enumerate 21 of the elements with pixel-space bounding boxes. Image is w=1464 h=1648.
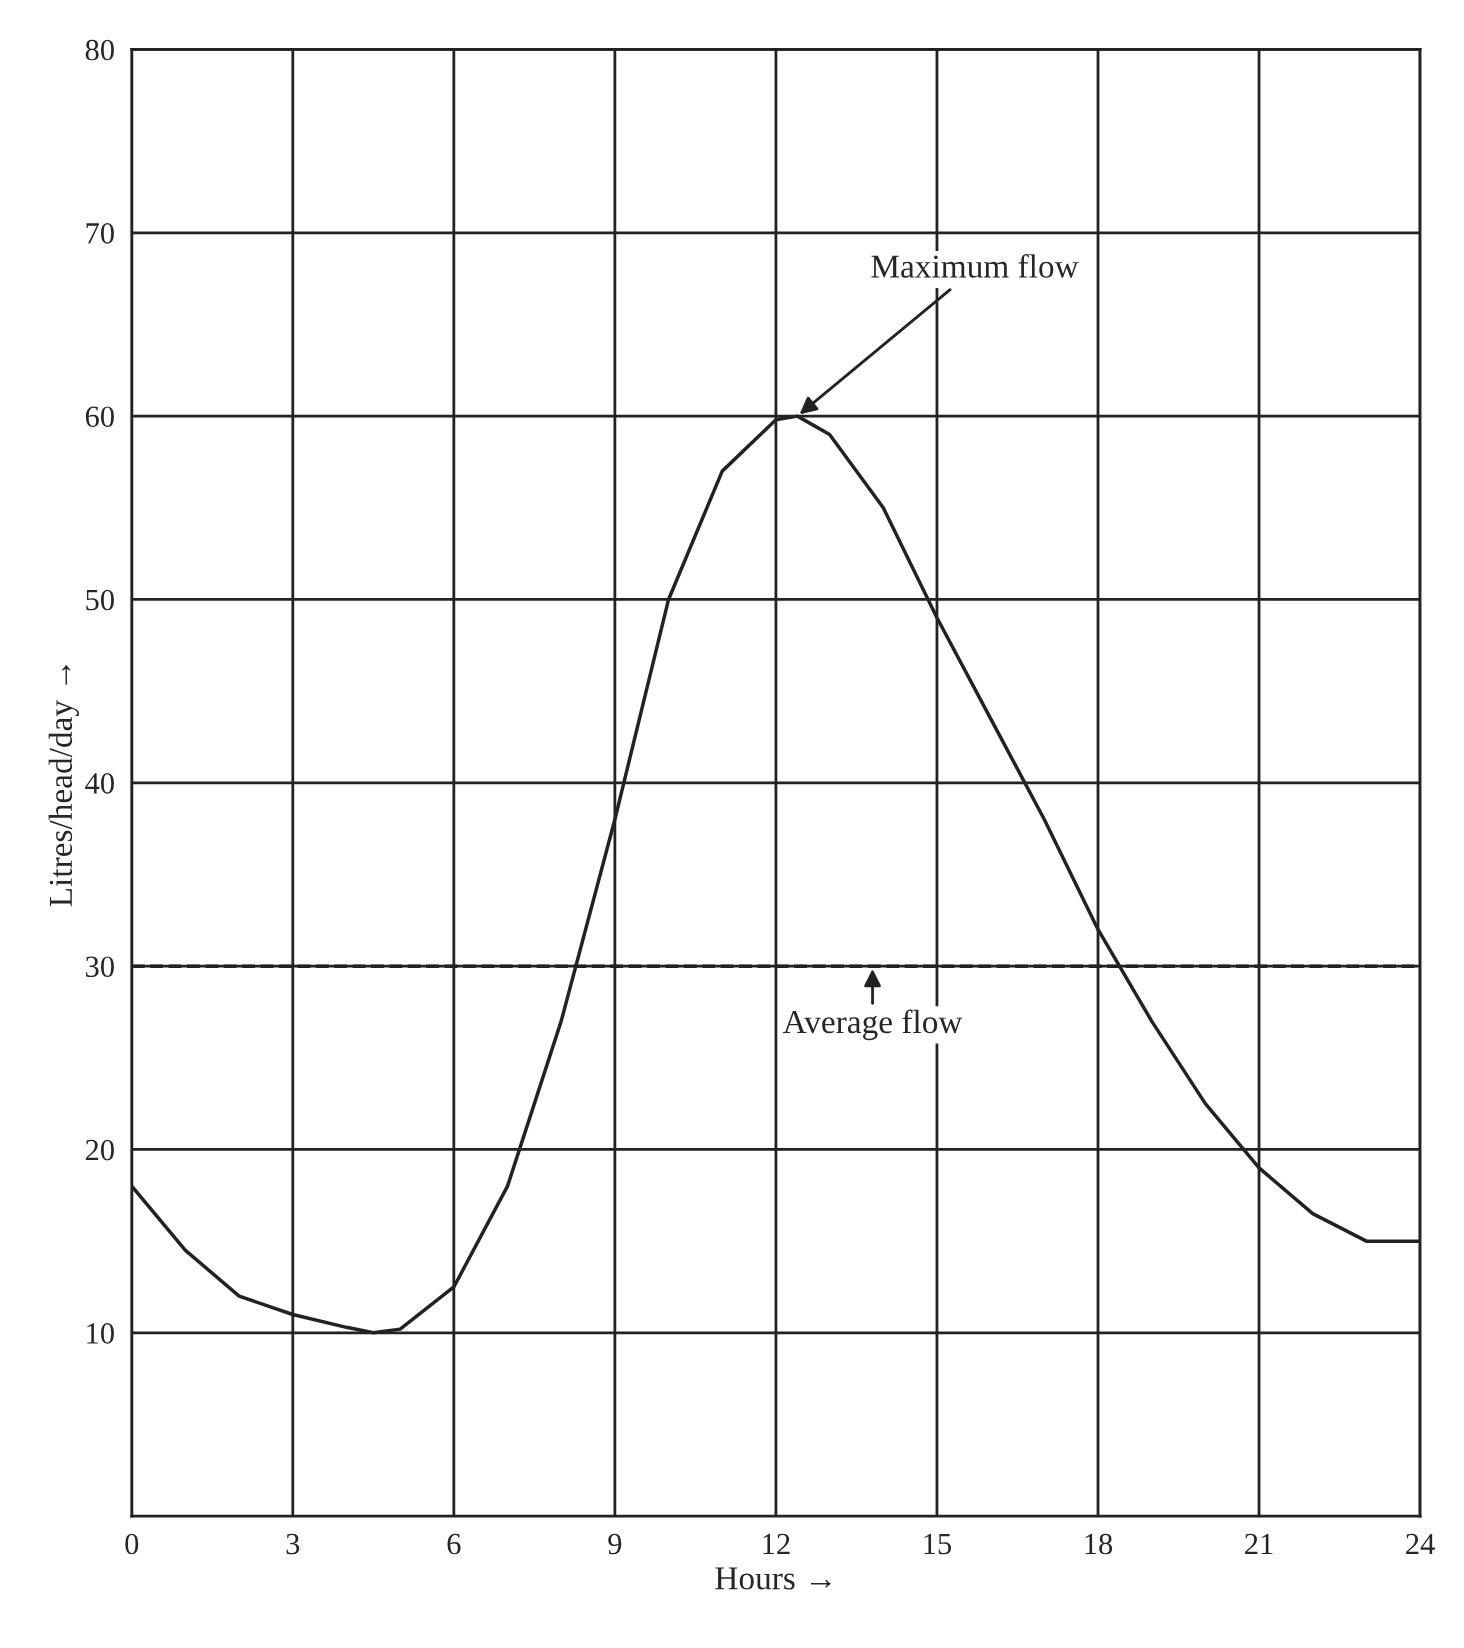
x-tick-label: 21 (1245, 1533, 1273, 1555)
x-tick-label: 3 (286, 1533, 300, 1555)
y-tick-label: 70 (86, 223, 114, 244)
y-tick-label: 20 (85, 1139, 114, 1161)
y-tick-label: 60 (85, 406, 114, 428)
y-tick-label: 80 (85, 39, 114, 61)
x-tick-label: 9 (608, 1533, 622, 1555)
x-tick-label: 24 (1406, 1533, 1435, 1555)
x-axis-title: Hours → (715, 1567, 831, 1590)
annotation: Average flow (782, 1009, 963, 1041)
y-tick-label: 30 (86, 956, 114, 978)
x-tick-label: 12 (763, 1533, 790, 1555)
x-tick-label: 18 (1085, 1533, 1113, 1555)
annotation: Maximum flow (871, 253, 1079, 278)
y-tick-label: 50 (86, 589, 114, 611)
x-tick-label: 6 (447, 1533, 461, 1555)
x-tick-label: 0 (125, 1533, 139, 1555)
y-axis-title: Litres/head/day → (48, 665, 79, 907)
x-tick-label: 15 (924, 1533, 952, 1555)
y-tick-label: 10 (87, 1323, 114, 1344)
y-tick-label: 40 (85, 773, 114, 794)
